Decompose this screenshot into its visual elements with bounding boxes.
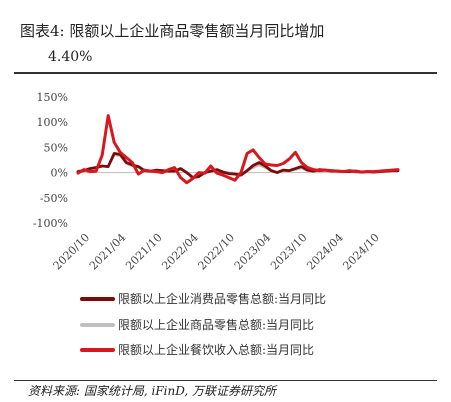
- chart-title-line2: 4.40%: [48, 49, 93, 65]
- chart-title: 图表4: 限额以上企业商品零售额当月同比增加 4.40%: [20, 18, 440, 70]
- y-tick-label: -100%: [33, 217, 68, 230]
- x-tick-label: 2024/10: [340, 231, 382, 273]
- x-tick-label: 2021/04: [87, 231, 129, 273]
- y-tick-label: 50%: [44, 141, 68, 154]
- x-tick-label: 2020/10: [51, 231, 93, 273]
- legend-label: 限额以上企业商品零售总额:当月同比: [118, 317, 314, 332]
- y-tick-label: 100%: [37, 116, 68, 129]
- y-tick-label: 0%: [51, 167, 68, 180]
- x-tick-label: 2023/10: [268, 231, 310, 273]
- legend-label: 限额以上企业餐饮收入总额:当月同比: [118, 342, 314, 357]
- top-rule: [14, 72, 437, 74]
- x-tick-label: 2022/10: [196, 231, 238, 273]
- y-tick-label: -50%: [40, 192, 68, 205]
- x-tick-label: 2021/10: [123, 231, 165, 273]
- x-tick-label: 2022/04: [159, 231, 201, 273]
- chart-title-line1: 图表4: 限额以上企业商品零售额当月同比增加: [20, 22, 325, 40]
- series-line: [76, 114, 400, 185]
- legend-label: 限额以上企业消费品零售总额:当月同比: [118, 291, 326, 306]
- x-tick-label: 2023/04: [232, 231, 274, 273]
- bottom-rule: [14, 380, 437, 381]
- source-note: 资料来源: 国家统计局, iFinD, 万联证券研究所: [28, 384, 277, 398]
- y-tick-label: 150%: [37, 91, 68, 104]
- x-tick-label: 2024/04: [304, 231, 346, 273]
